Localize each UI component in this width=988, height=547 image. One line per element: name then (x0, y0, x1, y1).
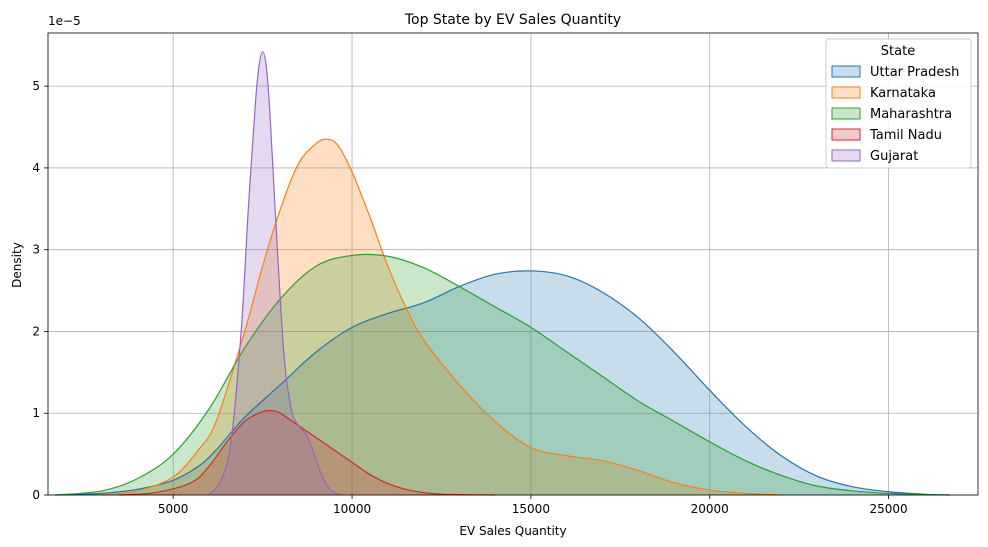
x-tick-label: 10000 (333, 502, 371, 516)
series-area-1 (101, 139, 782, 495)
y-tick-label: 3 (32, 243, 40, 257)
x-tick-label: 15000 (512, 502, 550, 516)
x-axis: 5000 10000 15000 20000 25000 (158, 495, 908, 516)
x-axis-label: EV Sales Quantity (459, 524, 566, 538)
legend-frame (825, 38, 972, 169)
series-line-0 (55, 270, 950, 496)
series-line-1 (101, 138, 782, 496)
legend: State Uttar Pradesh Karnataka Maharashtra T… (825, 38, 972, 169)
y-axis: 0 1 2 3 4 5 (32, 79, 48, 502)
legend-title: State (881, 44, 915, 59)
series-area-4 (208, 51, 342, 496)
y-tick-label: 1 (32, 406, 40, 420)
series-line-4 (208, 51, 342, 496)
y-axis-label: Density (10, 242, 24, 288)
plot-frame (47, 32, 979, 496)
legend-label: Tamil Nadu (869, 128, 942, 143)
legend-label: Karnataka (870, 86, 936, 101)
legend-swatch (831, 107, 861, 120)
legend-label: Uttar Pradesh (870, 65, 959, 80)
x-tick-label: 5000 (158, 502, 189, 516)
legend-swatch (831, 65, 861, 78)
y-tick-label: 0 (32, 488, 40, 502)
legend-label: Maharashtra (870, 107, 952, 122)
legend-swatch (831, 149, 861, 162)
legend-label: Gujarat (870, 149, 918, 164)
series-line-2 (55, 253, 950, 496)
chart-title: Top State by EV Sales Quantity (404, 12, 621, 28)
series-area-2 (55, 254, 950, 495)
series-fills (55, 51, 950, 496)
series-lines (55, 51, 950, 496)
legend-swatch (831, 86, 861, 99)
legend-swatch (831, 128, 861, 141)
grid-lines (48, 33, 978, 496)
x-tick-label: 25000 (869, 502, 907, 516)
y-scale-label: 1e−5 (48, 14, 81, 28)
series-area-0 (55, 270, 950, 495)
y-tick-label: 5 (32, 79, 40, 93)
y-tick-label: 4 (32, 161, 40, 175)
x-tick-label: 20000 (691, 502, 729, 516)
legend-items: Uttar Pradesh Karnataka Maharashtra Tamil N… (831, 65, 959, 164)
series-area-3 (119, 410, 496, 495)
y-tick-label: 2 (32, 324, 40, 338)
series-line-3 (119, 409, 496, 496)
